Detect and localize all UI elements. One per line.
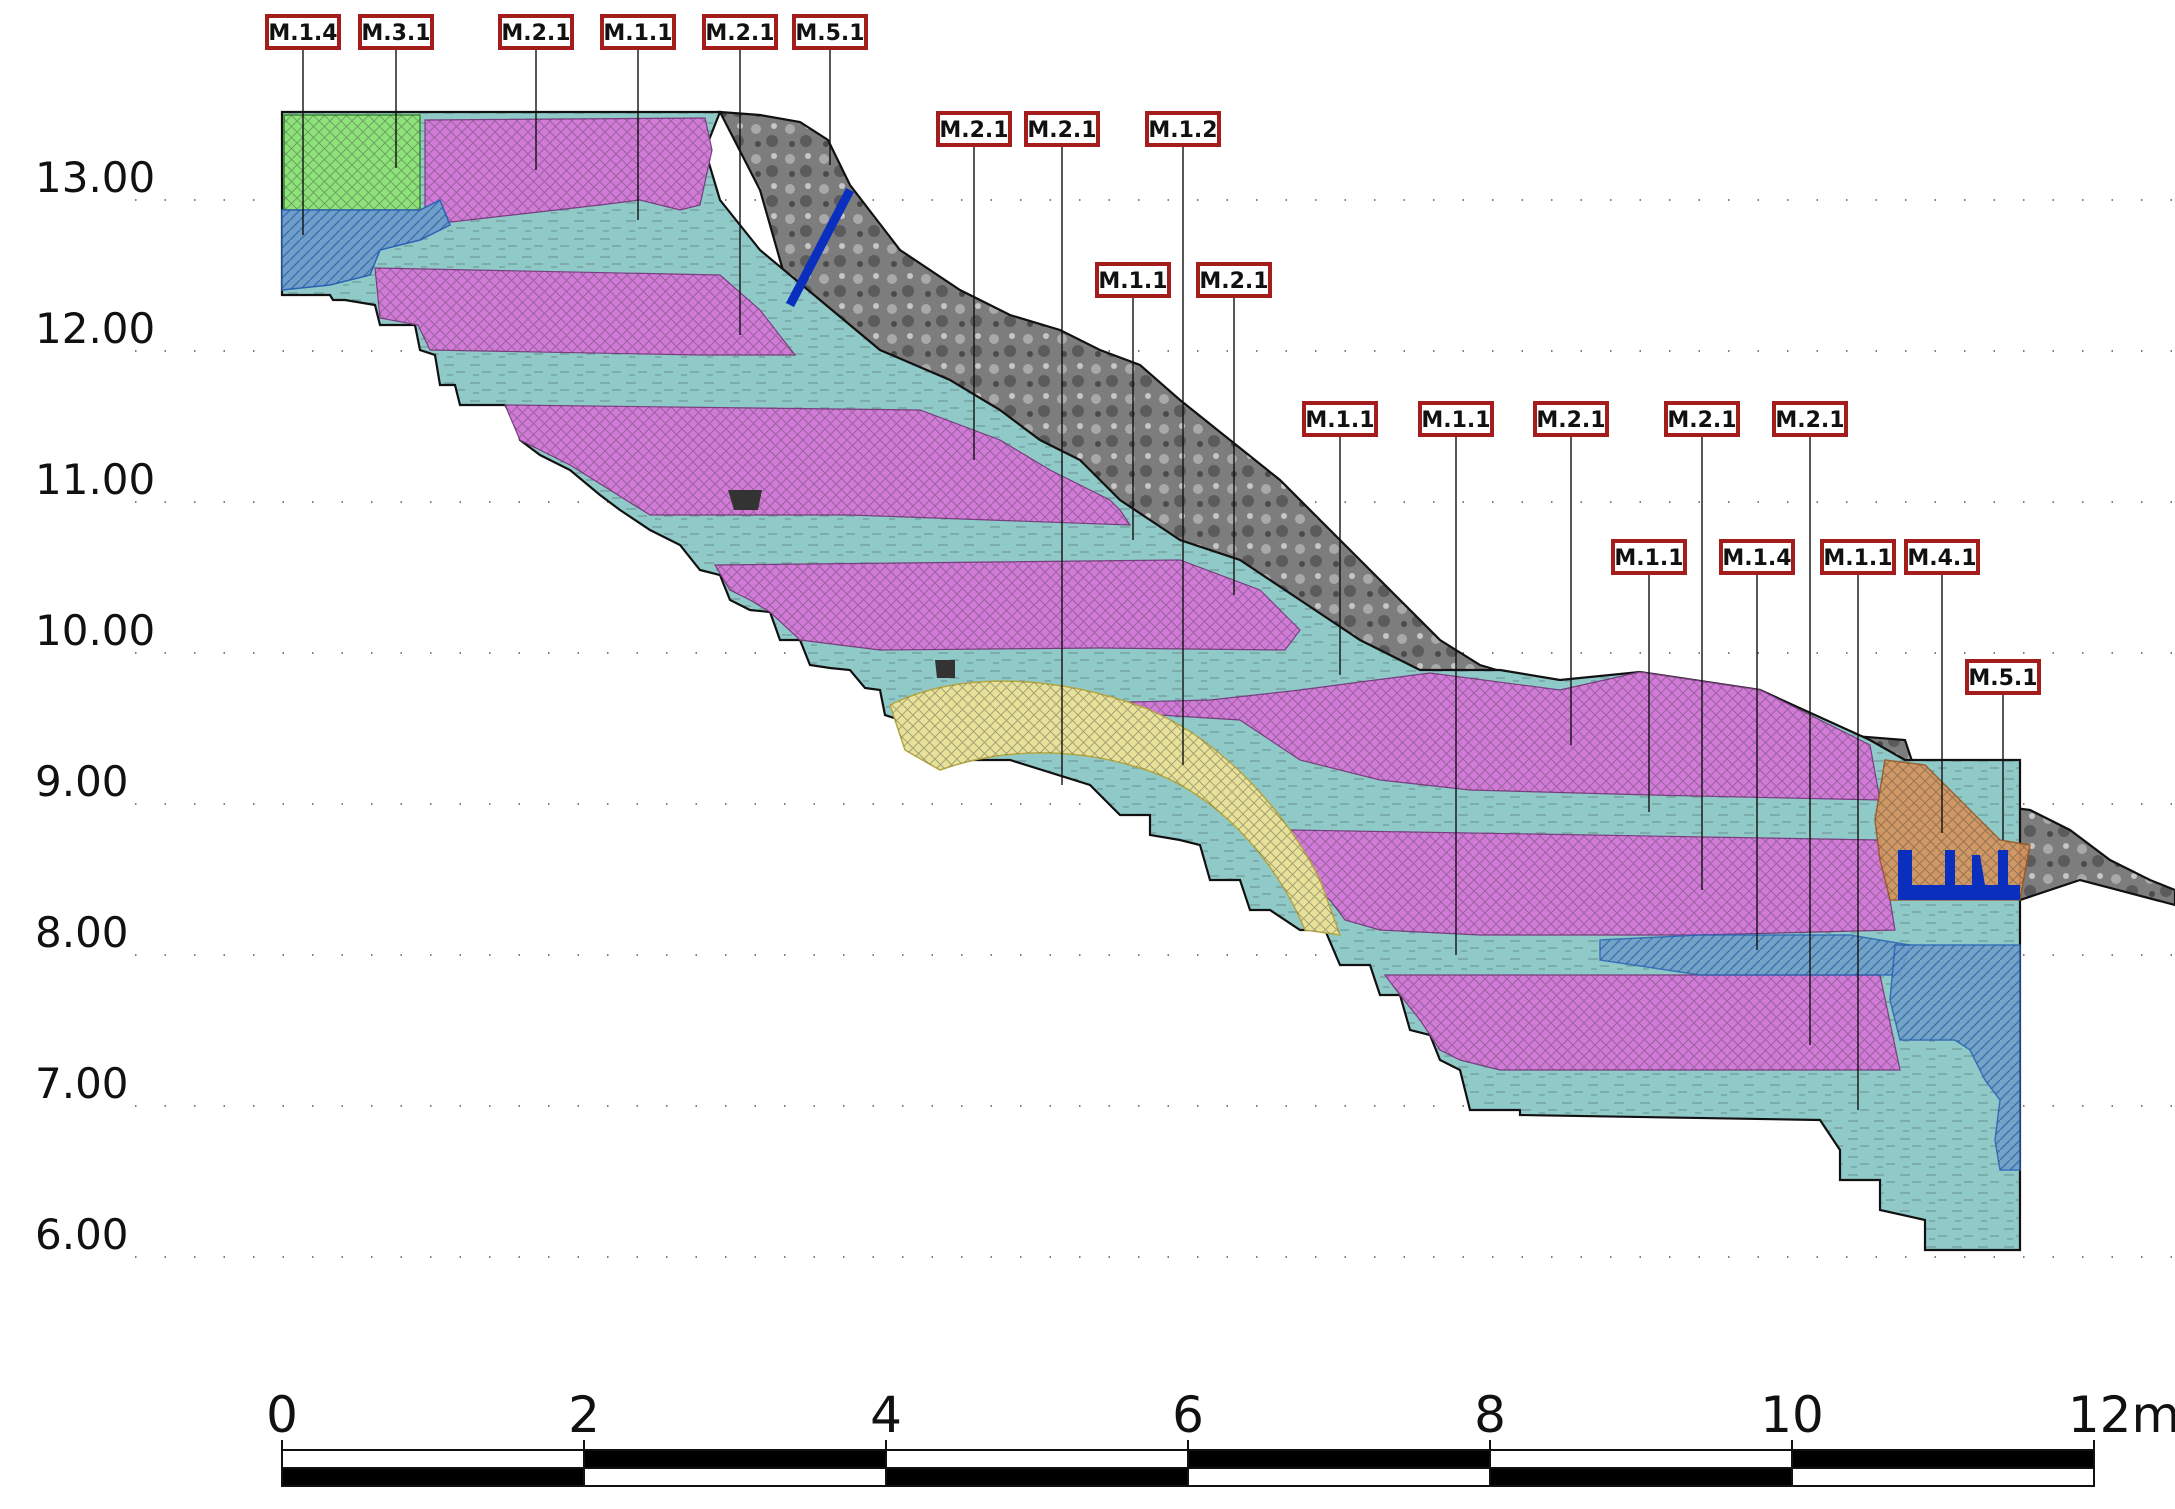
svg-text:M.2.1: M.2.1	[1667, 408, 1736, 433]
elevation-label-7: 7.00	[35, 1059, 129, 1108]
svg-text:M.5.1: M.5.1	[1968, 666, 2037, 691]
tag-m21: M.2.1	[500, 16, 572, 48]
tag-m21: M.2.1	[1774, 403, 1846, 435]
tag-m21: M.2.1	[704, 16, 776, 48]
scale-label-12m: 12m	[2068, 1386, 2175, 1444]
scale-label-4: 4	[870, 1386, 902, 1444]
svg-text:M.2.1: M.2.1	[1027, 118, 1096, 143]
svg-text:M.1.1: M.1.1	[1421, 408, 1490, 433]
elevation-label-6: 6.00	[35, 1210, 129, 1259]
tag-m14: M.1.4	[1721, 541, 1793, 573]
svg-text:M.1.1: M.1.1	[1098, 269, 1167, 294]
tag-m21: M.2.1	[1666, 403, 1738, 435]
svg-text:M.1.1: M.1.1	[1305, 408, 1374, 433]
elevation-axis: 13.00 12.00 11.00 10.00 9.00 8.00 7.00 6…	[35, 153, 155, 1259]
scale-bar: 0 2 4 6 8 10 12m	[266, 1386, 2175, 1486]
elevation-label-10: 10.00	[35, 606, 155, 655]
tag-m41: M.4.1	[1906, 541, 1978, 573]
svg-text:M.2.1: M.2.1	[501, 21, 570, 46]
svg-text:M.2.1: M.2.1	[1199, 269, 1268, 294]
tag-m11: M.1.1	[1822, 541, 1894, 573]
scale-label-6: 6	[1172, 1386, 1204, 1444]
tag-m11: M.1.1	[1097, 264, 1169, 296]
elevation-label-13: 13.00	[35, 153, 155, 202]
elevation-label-8: 8.00	[35, 908, 129, 957]
tag-m11: M.1.1	[1304, 403, 1376, 435]
svg-text:M.1.4: M.1.4	[268, 21, 337, 46]
svg-text:M.1.1: M.1.1	[1614, 546, 1683, 571]
tag-m21: M.2.1	[938, 113, 1010, 145]
scale-label-2: 2	[568, 1386, 600, 1444]
svg-text:M.4.1: M.4.1	[1907, 546, 1976, 571]
tag-m11: M.1.1	[1613, 541, 1685, 573]
tag-m31: M.3.1	[360, 16, 432, 48]
tag-m51: M.5.1	[794, 16, 866, 48]
elevation-label-9: 9.00	[35, 757, 129, 806]
svg-text:M.2.1: M.2.1	[1536, 408, 1605, 433]
tag-m12: M.1.2	[1147, 113, 1219, 145]
svg-text:M.3.1: M.3.1	[361, 21, 430, 46]
svg-text:M.5.1: M.5.1	[795, 21, 864, 46]
dark-block-lower	[935, 660, 955, 678]
svg-text:M.1.1: M.1.1	[1823, 546, 1892, 571]
tag-m51: M.5.1	[1967, 661, 2039, 693]
svg-text:M.1.2: M.1.2	[1148, 118, 1217, 143]
elevation-label-12: 12.00	[35, 304, 155, 353]
tag-m21: M.2.1	[1198, 264, 1270, 296]
scale-label-10: 10	[1760, 1386, 1824, 1444]
scale-label-8: 8	[1474, 1386, 1506, 1444]
tag-m21: M.2.1	[1535, 403, 1607, 435]
svg-text:M.1.1: M.1.1	[603, 21, 672, 46]
svg-text:M.2.1: M.2.1	[1775, 408, 1844, 433]
tag-m21: M.2.1	[1026, 113, 1098, 145]
tag-m11: M.1.1	[602, 16, 674, 48]
svg-text:M.1.4: M.1.4	[1722, 546, 1791, 571]
elevation-label-11: 11.00	[35, 455, 155, 504]
svg-text:M.2.1: M.2.1	[939, 118, 1008, 143]
scale-label-0: 0	[266, 1386, 298, 1444]
tag-m14: M.1.4	[267, 16, 339, 48]
svg-text:M.2.1: M.2.1	[705, 21, 774, 46]
tag-m11: M.1.1	[1420, 403, 1492, 435]
